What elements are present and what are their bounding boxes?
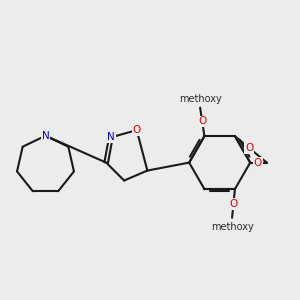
- Text: O: O: [133, 125, 141, 135]
- Text: methoxy: methoxy: [211, 222, 254, 232]
- Text: O: O: [229, 199, 238, 209]
- Text: N: N: [42, 131, 50, 141]
- Text: O: O: [254, 158, 262, 168]
- Text: N: N: [107, 132, 115, 142]
- Text: O: O: [245, 143, 254, 153]
- Text: methoxy: methoxy: [179, 94, 221, 103]
- Text: O: O: [198, 116, 206, 126]
